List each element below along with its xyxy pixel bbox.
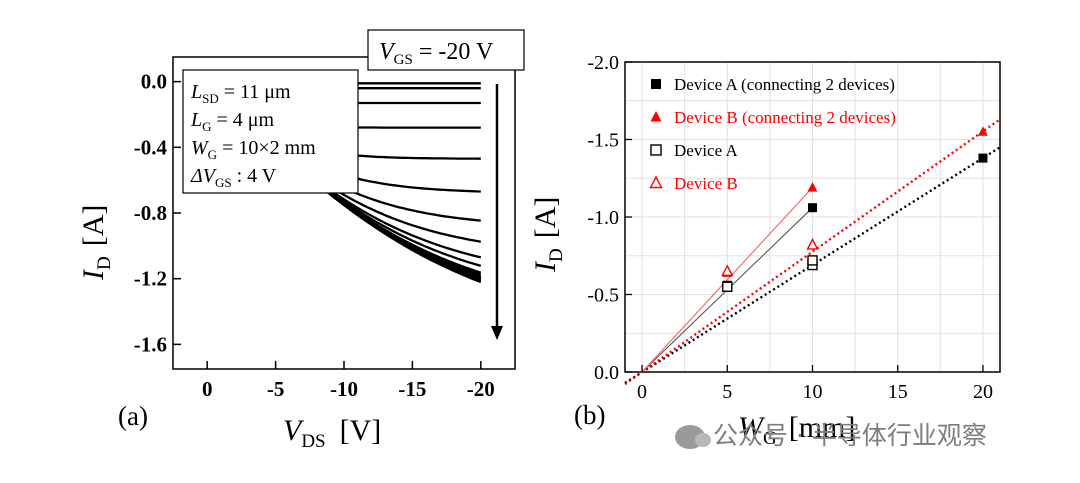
vgs-arrow-head xyxy=(491,326,503,340)
x-tick-label-b: 0 xyxy=(637,381,647,403)
x-tick-label-a: 0 xyxy=(202,377,213,401)
data-point xyxy=(650,111,662,122)
info-line: WG = 10×2 mm xyxy=(191,137,316,162)
info-box-lines: LSD = 11 μm LG = 4 μm WG = 10×2 mm ΔVGS : 4… xyxy=(190,81,316,190)
data-point xyxy=(650,144,662,156)
legend: Device A (connecting 2 devices) Device B … xyxy=(649,75,896,193)
panel-a-label: (a) xyxy=(118,401,148,431)
x-tick-label-b: 20 xyxy=(973,381,993,403)
legend-entry: Device B (connecting 2 devices) xyxy=(674,108,896,127)
y-tick-label-a: 0.0 xyxy=(141,70,167,94)
legend-entry: Device A xyxy=(674,141,738,160)
xlabel-b: WG [mm] xyxy=(738,411,855,449)
vgs-label: VGS = -20 V xyxy=(379,39,494,68)
x-tick-label-a: -10 xyxy=(330,377,358,401)
y-tick-label-b: -1.0 xyxy=(587,207,619,229)
fit-line xyxy=(624,118,1001,386)
x-tick-label-a: -15 xyxy=(398,377,426,401)
x-tick-label-a: -5 xyxy=(267,377,285,401)
plot-a-ticks: 0 -5 -10 -15 -20 0.0 -0.4 -0.8 -1.2 -1.6 xyxy=(134,70,495,401)
connect-line xyxy=(641,187,813,373)
x-tick-label-a: -20 xyxy=(467,377,495,401)
xlabel-a: VDS [V] xyxy=(283,414,381,452)
legend-entry: Device B xyxy=(674,174,738,193)
y-tick-label-a: -0.4 xyxy=(134,135,168,159)
panel-b-label: (b) xyxy=(574,400,605,430)
x-tick-label-b: 10 xyxy=(803,381,823,403)
x-tick-label-b: 15 xyxy=(888,381,908,403)
plot-b-markers xyxy=(721,126,988,292)
y-tick-label-b: -0.5 xyxy=(587,285,619,307)
data-point xyxy=(651,79,661,89)
plot-b-ticks: 0 5 10 15 20 0.0 -0.5 -1.0 -1.5 -2.0 xyxy=(587,52,993,403)
panel-b: 0 5 10 15 20 0.0 -0.5 -1.0 -1.5 -2.0 Device A (co… xyxy=(529,52,1001,449)
info-line: LG = 4 μm xyxy=(190,109,275,134)
wechat-icon xyxy=(675,425,711,449)
y-tick-label-b: -2.0 xyxy=(587,52,619,74)
info-line: ΔVGS : 4 V xyxy=(190,165,277,190)
ylabel-b: ID[A] xyxy=(529,197,567,273)
watermark-text: 公众号 · 半导体行业观察 xyxy=(713,421,987,450)
data-point xyxy=(807,255,818,266)
data-point xyxy=(808,203,817,213)
data-point xyxy=(721,264,734,276)
y-tick-label-b: 0.0 xyxy=(594,362,619,384)
y-tick-label-a: -0.8 xyxy=(134,201,167,225)
vgs-label-box xyxy=(367,29,525,71)
data-point xyxy=(978,126,988,136)
info-line: LSD = 11 μm xyxy=(190,81,291,106)
data-point xyxy=(722,281,733,292)
watermark: 公众号 · 半导体行业观察 xyxy=(675,416,987,452)
legend-entry: Device A (connecting 2 devices) xyxy=(674,75,895,94)
y-tick-label-a: -1.2 xyxy=(134,267,167,291)
data-point xyxy=(649,175,663,189)
ylabel-a: ID[A] xyxy=(77,205,115,281)
plot-b-grid xyxy=(625,61,1000,373)
y-tick-label-a: -1.6 xyxy=(134,332,167,356)
data-point xyxy=(806,237,819,250)
data-point xyxy=(978,153,988,163)
x-tick-label-b: 5 xyxy=(722,381,732,403)
y-tick-label-b: -1.5 xyxy=(587,130,619,152)
data-point xyxy=(807,182,818,192)
panel-a: 0 -5 -10 -15 -20 0.0 -0.4 -0.8 -1.2 -1.6 LSD = 11… xyxy=(77,29,525,452)
info-box xyxy=(182,69,359,194)
